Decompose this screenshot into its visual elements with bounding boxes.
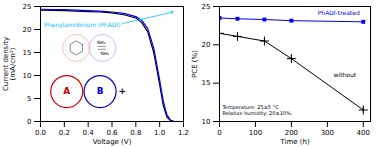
- svg-text:Time (h): Time (h): [279, 138, 310, 146]
- svg-text:10: 10: [202, 118, 211, 126]
- svg-text:PCE (%): PCE (%): [191, 50, 199, 78]
- svg-text:NH₂: NH₂: [101, 51, 110, 56]
- svg-text:B: B: [97, 86, 104, 96]
- svg-text:A: A: [63, 86, 70, 96]
- svg-text:0.2: 0.2: [59, 129, 70, 137]
- svg-text:Temperature: 25±5 °C: Temperature: 25±5 °C: [222, 103, 279, 110]
- svg-text:PhADI-treated: PhADI-treated: [318, 9, 360, 16]
- svg-text:0.0: 0.0: [35, 129, 46, 137]
- svg-text:Voltage (V): Voltage (V): [93, 138, 132, 146]
- svg-text:25: 25: [23, 3, 32, 11]
- svg-text:Current density(mA/cm²): Current density(mA/cm²): [2, 37, 17, 91]
- svg-text:200: 200: [285, 129, 298, 137]
- svg-text:5: 5: [27, 95, 31, 103]
- svg-text:20: 20: [23, 26, 32, 34]
- svg-text:NH₂: NH₂: [97, 40, 106, 45]
- svg-text:0: 0: [217, 129, 221, 137]
- svg-text:0.8: 0.8: [130, 129, 141, 137]
- svg-text:400: 400: [357, 129, 370, 137]
- svg-text:15: 15: [23, 49, 32, 57]
- svg-text:0.6: 0.6: [106, 129, 118, 137]
- svg-text:Phenylamidinium (PhADI): Phenylamidinium (PhADI): [44, 21, 120, 29]
- svg-text:1.2: 1.2: [178, 129, 189, 137]
- svg-text:1.0: 1.0: [154, 129, 165, 137]
- svg-text:10: 10: [23, 72, 32, 80]
- svg-text:0: 0: [27, 118, 31, 126]
- svg-text:without: without: [334, 71, 357, 78]
- svg-text:0.4: 0.4: [83, 129, 95, 137]
- svg-text:+: +: [118, 86, 126, 96]
- svg-text:25: 25: [202, 3, 211, 11]
- svg-text:15: 15: [202, 79, 211, 87]
- svg-text:Relative humidity: 20±10%.: Relative humidity: 20±10%.: [222, 110, 292, 117]
- svg-text:20: 20: [202, 41, 211, 49]
- svg-text:300: 300: [321, 129, 334, 137]
- svg-text:100: 100: [249, 129, 262, 137]
